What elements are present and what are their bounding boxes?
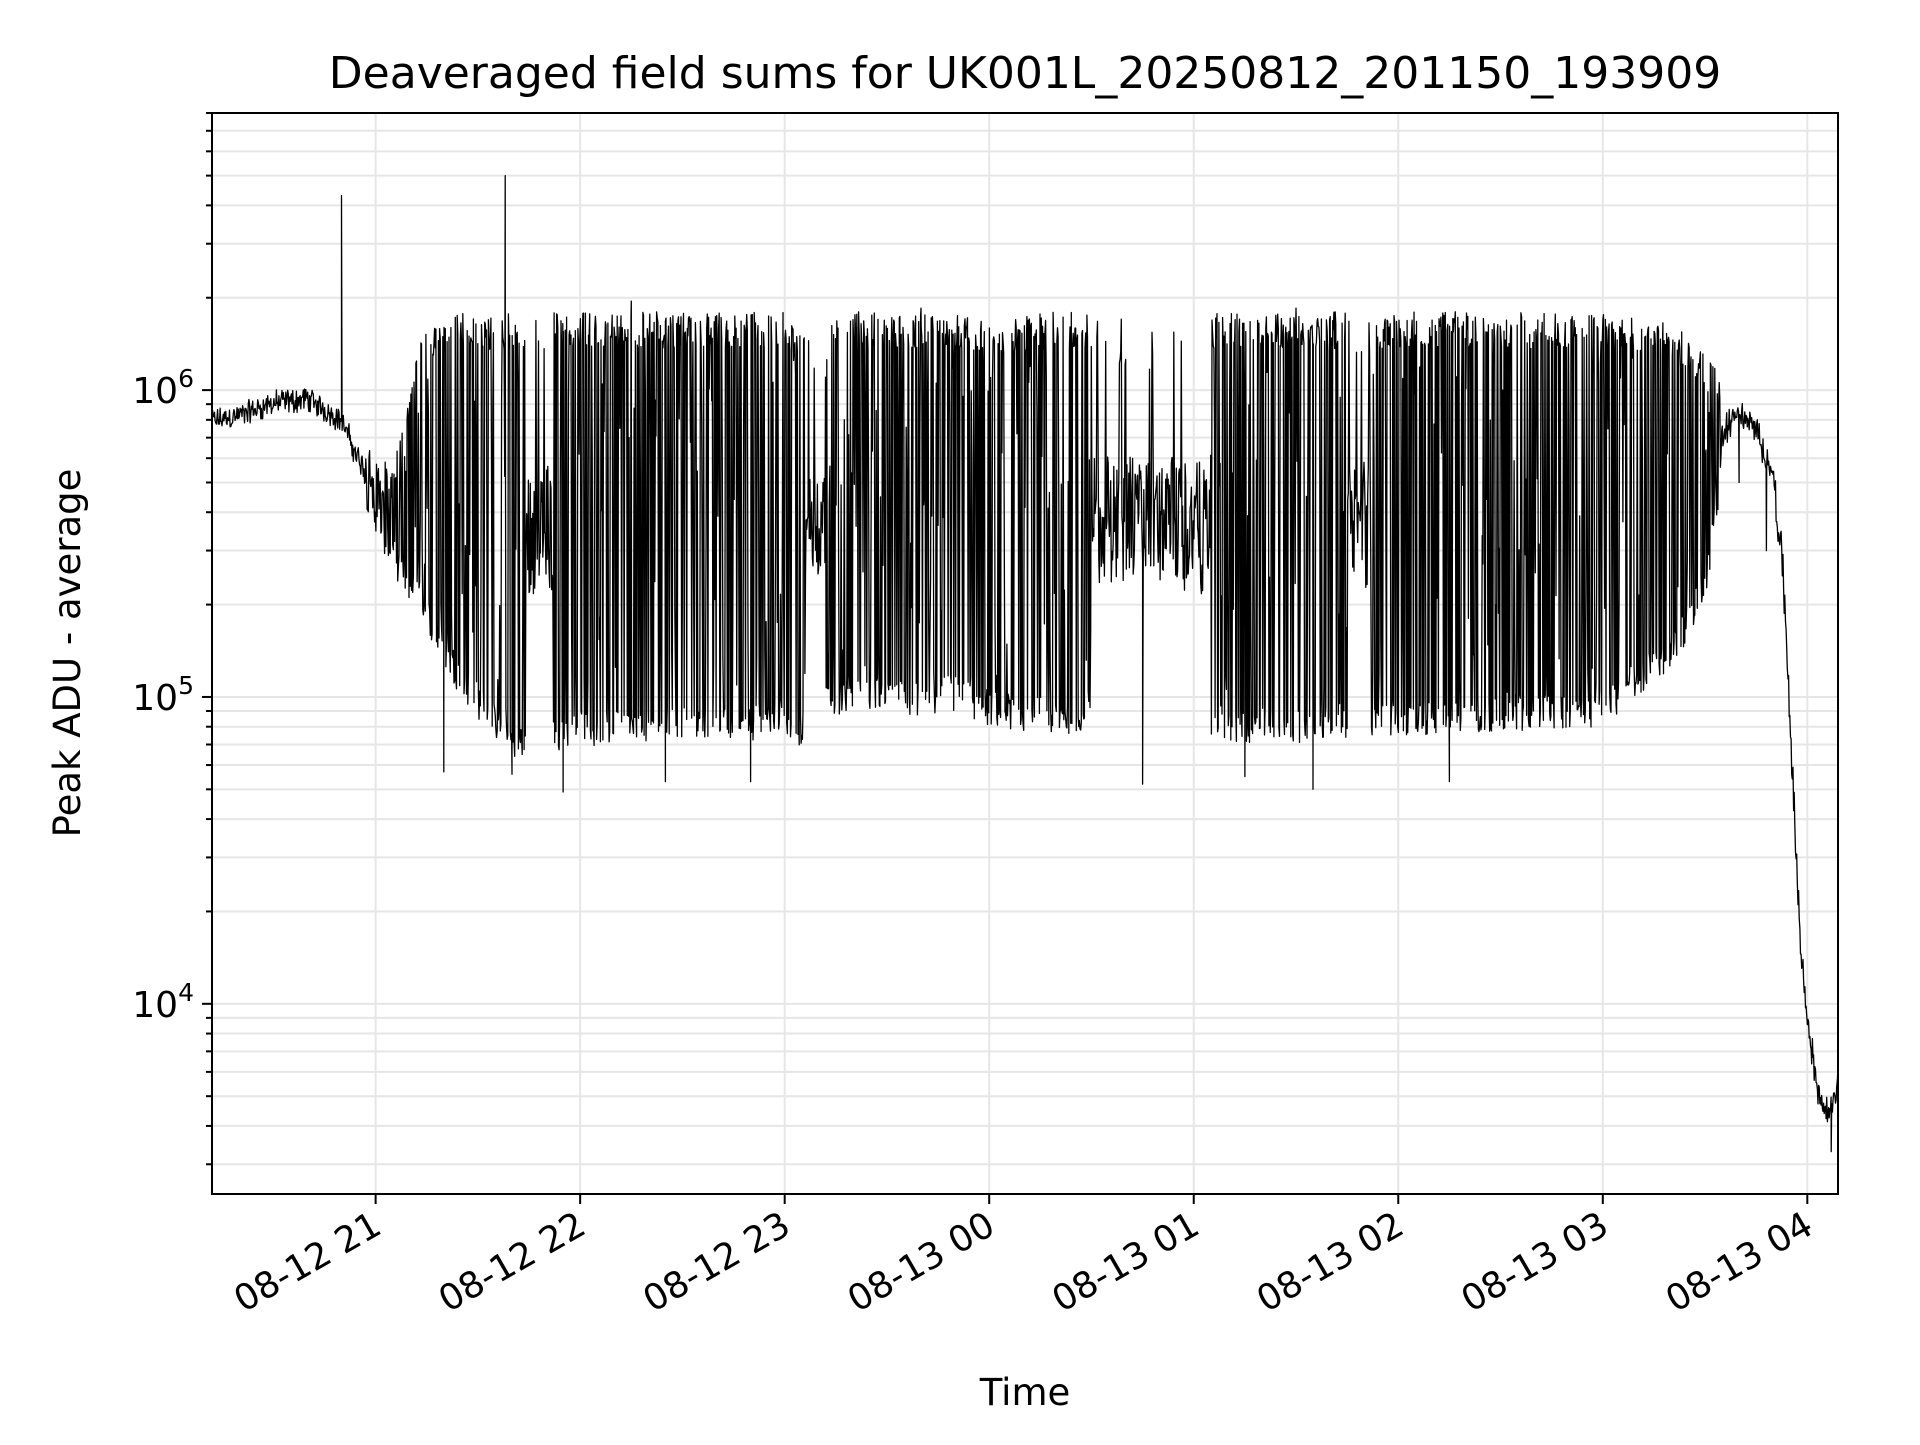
y-axis-label: Peak ADU - average (46, 469, 89, 838)
y-tick-label: 106 (132, 364, 194, 412)
y-tick-label: 105 (132, 671, 194, 719)
chart-title: Deaveraged field sums for UK001L_2025081… (329, 48, 1721, 99)
series-line (212, 174, 1838, 1153)
series-path (212, 174, 1838, 1153)
plot-frame (211, 112, 1839, 1195)
y-tick-label: 104 (132, 978, 194, 1026)
x-axis-label: Time (979, 1371, 1071, 1414)
